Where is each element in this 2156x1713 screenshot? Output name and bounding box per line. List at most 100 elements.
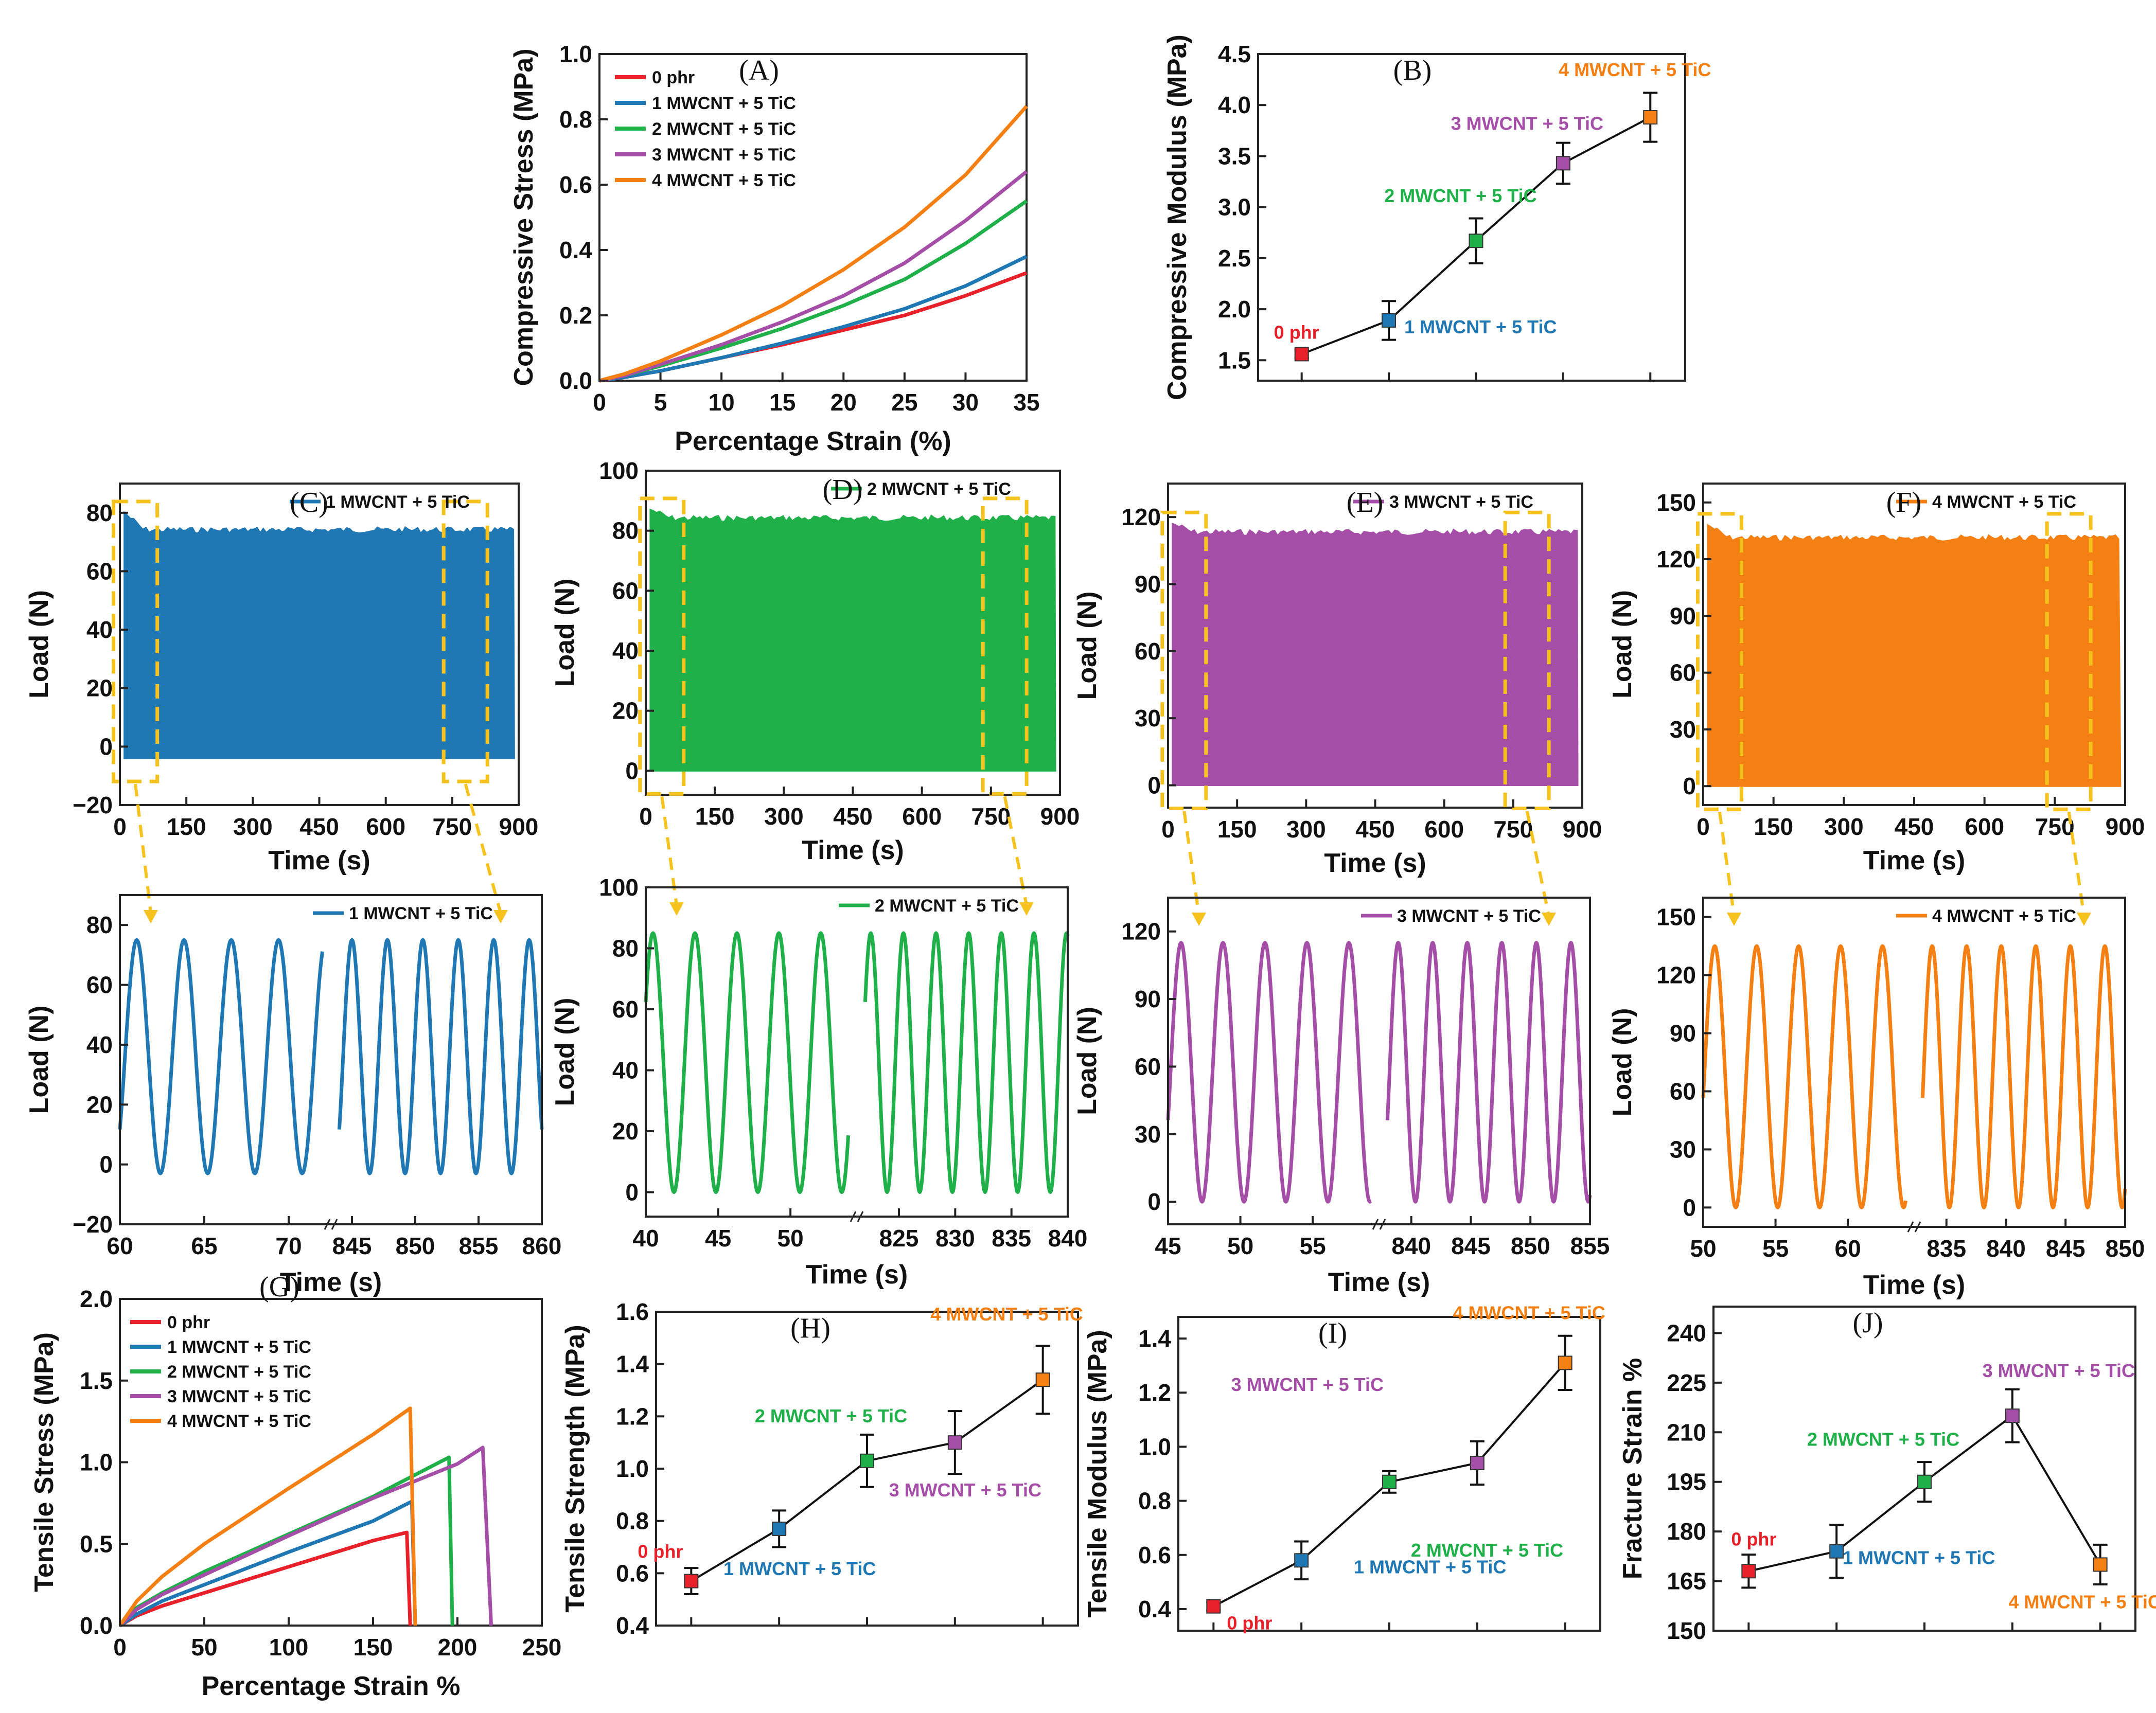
x-axis-label: Time (s) <box>268 846 370 876</box>
y-tick-label: 0 <box>99 733 113 760</box>
legend-entry: 2 MWCNT + 5 TiC <box>652 119 796 139</box>
y-tick-label: 100 <box>599 874 639 901</box>
legend-entry: 4 MWCNT + 5 TiC <box>1932 492 2076 512</box>
data-point <box>1382 313 1397 328</box>
y-tick-label: 60 <box>1670 1078 1696 1104</box>
x-tick-label: 0 <box>1161 816 1175 843</box>
data-point <box>1469 234 1483 248</box>
plot-frame <box>598 53 1028 382</box>
panel-E: 0 150 300 450 600 750 900 0 30 60 90 120 Time (s) Loa… <box>1072 483 1602 926</box>
x-tick-label: 150 <box>167 813 206 840</box>
point-label: 2 MWCNT + 5 TiC <box>1807 1429 1959 1450</box>
point-label: 1 MWCNT + 5 TiC <box>1843 1547 1995 1568</box>
panel-label: (A) <box>739 55 779 86</box>
x-tick-label: 850 <box>2106 1235 2145 1262</box>
x-tick-label: 750 <box>2035 813 2075 840</box>
x-tick-label: 0 <box>113 813 127 840</box>
point-label: 0 phr <box>1227 1613 1272 1634</box>
x-tick-label: 60 <box>1835 1235 1861 1262</box>
panel-D: 0 150 300 450 600 750 900 0 20 40 60 80 100 Time (s) L… <box>550 457 1080 916</box>
y-tick-label: 0 <box>1683 773 1696 799</box>
panel-B: 0 phr 1 MWCNT + 5 TiC 2 MWCNT + 5 TiC 3 MWC… <box>1162 34 1711 400</box>
x-tick-label: 840 <box>1391 1233 1431 1259</box>
zoom-arrowhead <box>144 910 158 923</box>
y-tick-label: 120 <box>1121 504 1161 530</box>
y-tick-label: 40 <box>612 637 639 664</box>
y-tick-label: 80 <box>86 912 113 938</box>
x-tick-label: 60 <box>107 1233 133 1259</box>
x-tick-label: 50 <box>1690 1235 1716 1262</box>
x-tick-label: 0 <box>1696 813 1710 840</box>
x-tick-label: 35 <box>1013 389 1039 416</box>
y-axis-label: Tensile Strength (MPa) <box>560 1325 590 1613</box>
y-tick-label: 60 <box>86 972 113 998</box>
point-label: 0 phr <box>638 1541 683 1562</box>
axis-break <box>324 1219 331 1230</box>
zoom-box <box>1160 510 1208 811</box>
x-tick-label: 600 <box>1965 813 2004 840</box>
y-tick-label: 20 <box>86 675 113 702</box>
x-tick-label: 860 <box>522 1233 562 1259</box>
y-tick-label: 180 <box>1667 1518 1706 1545</box>
legend-entry: 3 MWCNT + 5 TiC <box>1389 492 1533 512</box>
series-line-3 <box>599 170 1028 383</box>
x-tick-label: 45 <box>1155 1233 1181 1259</box>
y-tick-label: 30 <box>1135 705 1161 731</box>
load-wave <box>337 938 544 1175</box>
data-point <box>860 1453 874 1468</box>
x-tick-label: 900 <box>1563 816 1602 843</box>
y-tick-label: 0 <box>1147 772 1161 799</box>
data-point <box>947 1435 962 1450</box>
x-axis-label: Time (s) <box>802 835 904 865</box>
y-tick-label: 0.8 <box>1138 1488 1171 1514</box>
y-tick-label: 60 <box>1135 638 1161 665</box>
axis-break <box>857 1211 864 1222</box>
x-tick-label: 750 <box>432 813 472 840</box>
x-tick-label: 300 <box>1286 816 1326 843</box>
y-tick-label: 0.4 <box>559 237 592 263</box>
zoom-arrowhead <box>493 910 508 923</box>
y-tick-label: 120 <box>1656 962 1696 989</box>
x-tick-label: 835 <box>1927 1235 1966 1262</box>
zoom-box <box>2045 512 2093 811</box>
point-label: 3 MWCNT + 5 TiC <box>889 1479 1041 1501</box>
plot-frame <box>119 894 543 1225</box>
y-tick-label: 2.0 <box>1218 296 1251 323</box>
x-axis-label: Percentage Strain % <box>202 1671 461 1701</box>
panel-C2: 60 65 70 845 850 855 860 −20 0 20 40 60 80 Time (s) Lo… <box>24 894 562 1297</box>
x-tick-label: 150 <box>1754 813 1793 840</box>
series-line-2 <box>118 1455 454 1627</box>
legend-entry: 3 MWCNT + 5 TiC <box>652 145 796 165</box>
zoom-box <box>441 499 489 783</box>
y-tick-label: 30 <box>1670 716 1696 743</box>
y-tick-label: 80 <box>612 518 639 544</box>
x-tick-label: 30 <box>952 389 979 416</box>
y-tick-label: 1.4 <box>616 1351 649 1378</box>
x-tick-label: 40 <box>632 1225 659 1252</box>
y-tick-label: 1.4 <box>1138 1325 1171 1352</box>
point-label: 2 MWCNT + 5 TiC <box>1384 185 1536 206</box>
x-tick-label: 450 <box>1895 813 1934 840</box>
legend-entry: 1 MWCNT + 5 TiC <box>652 94 796 113</box>
y-tick-label: 0.0 <box>80 1612 113 1639</box>
y-axis-label: Tensile Modulus (MPa) <box>1083 1330 1112 1618</box>
x-tick-label: 150 <box>695 803 735 830</box>
zoom-arrowhead <box>669 902 684 916</box>
y-tick-label: 4.0 <box>1218 92 1251 118</box>
x-tick-label: 450 <box>1355 816 1395 843</box>
x-tick-label: 50 <box>777 1225 804 1252</box>
y-tick-label: 60 <box>1135 1053 1161 1080</box>
y-axis-label: Load (N) <box>550 579 580 687</box>
x-axis-label: Time (s) <box>280 1268 382 1297</box>
zoom-box <box>1695 512 1743 811</box>
load-wave <box>644 931 851 1194</box>
y-tick-label: −20 <box>73 792 113 818</box>
y-tick-label: 2.0 <box>80 1286 113 1312</box>
panel-label: (F) <box>1886 487 1921 519</box>
y-tick-label: 30 <box>1670 1136 1696 1163</box>
load-wave <box>1920 944 2127 1209</box>
x-tick-label: 150 <box>1217 816 1257 843</box>
y-tick-label: 0.6 <box>1138 1542 1171 1568</box>
y-tick-label: 1.5 <box>80 1367 113 1394</box>
y-tick-label: 0 <box>1683 1194 1696 1221</box>
